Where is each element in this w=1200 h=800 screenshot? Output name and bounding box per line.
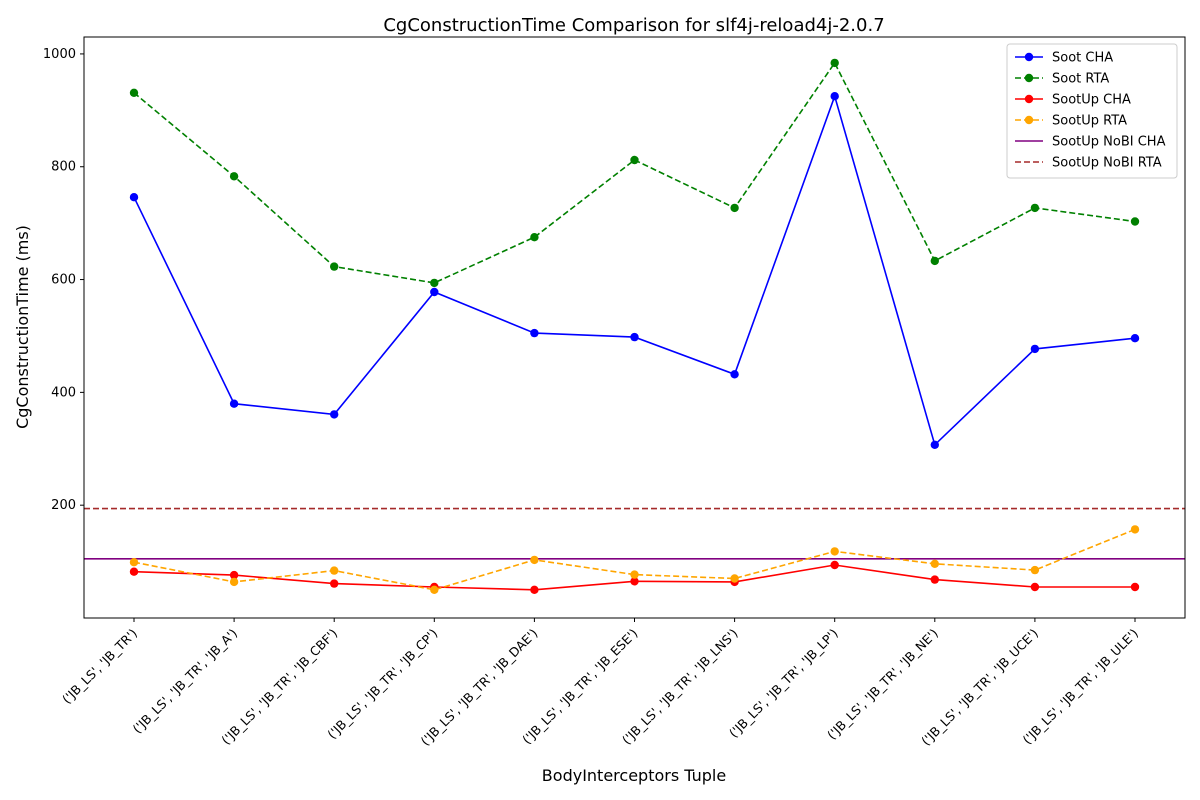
point-soot-cha-8 bbox=[930, 440, 939, 449]
point-sootup-rta-6 bbox=[730, 574, 739, 583]
series-line-soot-rta bbox=[133, 61, 1136, 284]
x-axis: ('JB_LS', 'JB_TR')('JB_LS', 'JB_TR', 'JB… bbox=[59, 618, 1141, 748]
point-soot-cha-7 bbox=[830, 92, 839, 101]
point-sootup-cha-2 bbox=[330, 579, 339, 588]
x-tick-label-3: ('JB_LS', 'JB_TR', 'JB_CP') bbox=[324, 626, 440, 742]
x-tick-label-0: ('JB_LS', 'JB_TR') bbox=[59, 626, 140, 707]
point-soot-rta-3 bbox=[430, 278, 439, 288]
point-soot-rta-7 bbox=[830, 58, 839, 68]
x-tick-label-8: ('JB_LS', 'JB_TR', 'JB_NE') bbox=[824, 626, 941, 743]
point-soot-cha-5 bbox=[630, 332, 639, 342]
legend-box bbox=[1006, 43, 1178, 179]
point-sootup-cha-7 bbox=[830, 560, 839, 570]
legend-marker-soot-cha bbox=[1024, 52, 1034, 62]
legend: Soot CHA Soot RTA SootUp CHA SootUp RTA Soot… bbox=[1006, 43, 1178, 179]
point-soot-rta-4 bbox=[530, 233, 539, 242]
y-tick-label-800: 800 bbox=[51, 160, 76, 175]
point-soot-cha-6 bbox=[730, 370, 739, 379]
point-soot-cha-10 bbox=[1130, 334, 1140, 343]
legend-label-sootup-nobi-cha: SootUp NoBI CHA bbox=[1052, 135, 1166, 150]
point-sootup-rta-7 bbox=[830, 547, 839, 556]
legend-label-sootup-cha: SootUp CHA bbox=[1052, 93, 1131, 108]
point-sootup-cha-5 bbox=[630, 577, 639, 586]
y-axis-label: CgConstructionTime (ms) bbox=[13, 225, 32, 429]
x-axis-label: BodyInterceptors Tuple bbox=[542, 766, 726, 785]
point-soot-rta-6 bbox=[730, 203, 739, 213]
legend-label-soot-cha: Soot CHA bbox=[1052, 51, 1113, 66]
legend-marker-soot-rta bbox=[1024, 73, 1034, 83]
point-soot-cha-4 bbox=[530, 328, 539, 338]
point-soot-cha-2 bbox=[330, 410, 339, 419]
y-tick-label-600: 600 bbox=[51, 273, 76, 288]
legend-label-sootup-nobi-rta: SootUp NoBI RTA bbox=[1052, 156, 1162, 171]
legend-marker-sootup-cha bbox=[1024, 94, 1034, 104]
y-tick-label-400: 400 bbox=[51, 385, 76, 400]
point-sootup-cha-8 bbox=[930, 575, 939, 584]
point-sootup-rta-9 bbox=[1030, 565, 1040, 575]
x-tick-label-10: ('JB_LS', 'JB_TR', 'JB_ULE') bbox=[1019, 626, 1141, 748]
point-soot-cha-3 bbox=[430, 287, 439, 297]
chart-title: CgConstructionTime Comparison for slf4j-… bbox=[383, 15, 884, 36]
point-sootup-rta-3 bbox=[430, 585, 439, 594]
series-line-soot-cha bbox=[133, 93, 1136, 447]
x-tick-label-9: ('JB_LS', 'JB_TR', 'JB_UCE') bbox=[918, 626, 1041, 749]
legend-label-soot-rta: Soot RTA bbox=[1052, 72, 1109, 87]
point-sootup-rta-10 bbox=[1130, 525, 1140, 534]
point-soot-rta-10 bbox=[1130, 217, 1140, 226]
legend-marker-sootup-rta bbox=[1024, 115, 1034, 125]
point-sootup-cha-9 bbox=[1030, 582, 1040, 592]
point-soot-rta-1 bbox=[229, 172, 239, 181]
point-soot-rta-9 bbox=[1030, 203, 1040, 213]
point-soot-rta-5 bbox=[630, 155, 639, 165]
series-line-sootup-rta bbox=[133, 528, 1136, 591]
x-tick-label-7: ('JB_LS', 'JB_TR', 'JB_LP') bbox=[726, 626, 841, 741]
legend-label-sootup-rta: SootUp RTA bbox=[1052, 114, 1127, 129]
point-sootup-rta-0 bbox=[129, 558, 139, 567]
point-soot-cha-0 bbox=[129, 193, 139, 202]
x-tick-label-2: ('JB_LS', 'JB_TR', 'JB_CBF') bbox=[218, 626, 340, 748]
point-soot-cha-1 bbox=[229, 399, 239, 408]
x-tick-label-5: ('JB_LS', 'JB_TR', 'JB_ESE') bbox=[519, 626, 640, 747]
point-soot-cha-9 bbox=[1030, 344, 1040, 354]
plot-area bbox=[84, 58, 1185, 594]
point-sootup-cha-1 bbox=[229, 570, 239, 580]
point-soot-rta-0 bbox=[129, 88, 139, 98]
y-axis: 200 400 600 800 1000 bbox=[43, 47, 84, 513]
point-sootup-rta-5 bbox=[630, 570, 639, 579]
point-sootup-cha-4 bbox=[530, 585, 539, 594]
x-tick-label-6: ('JB_LS', 'JB_TR', 'JB_LNS') bbox=[619, 626, 741, 748]
point-sootup-cha-0 bbox=[129, 567, 139, 576]
point-sootup-rta-1 bbox=[229, 577, 239, 587]
point-sootup-cha-10 bbox=[1130, 582, 1140, 592]
y-tick-label-1000: 1000 bbox=[43, 47, 76, 62]
point-sootup-rta-4 bbox=[530, 555, 539, 565]
x-tick-label-1: ('JB_LS', 'JB_TR', 'JB_A') bbox=[130, 626, 241, 737]
point-sootup-rta-8 bbox=[930, 559, 939, 568]
x-tick-label-4: ('JB_LS', 'JB_TR', 'JB_DAE') bbox=[418, 626, 541, 749]
point-sootup-rta-2 bbox=[330, 566, 339, 575]
y-tick-label-200: 200 bbox=[51, 498, 76, 513]
point-soot-rta-8 bbox=[930, 256, 939, 266]
point-soot-rta-2 bbox=[330, 262, 339, 271]
